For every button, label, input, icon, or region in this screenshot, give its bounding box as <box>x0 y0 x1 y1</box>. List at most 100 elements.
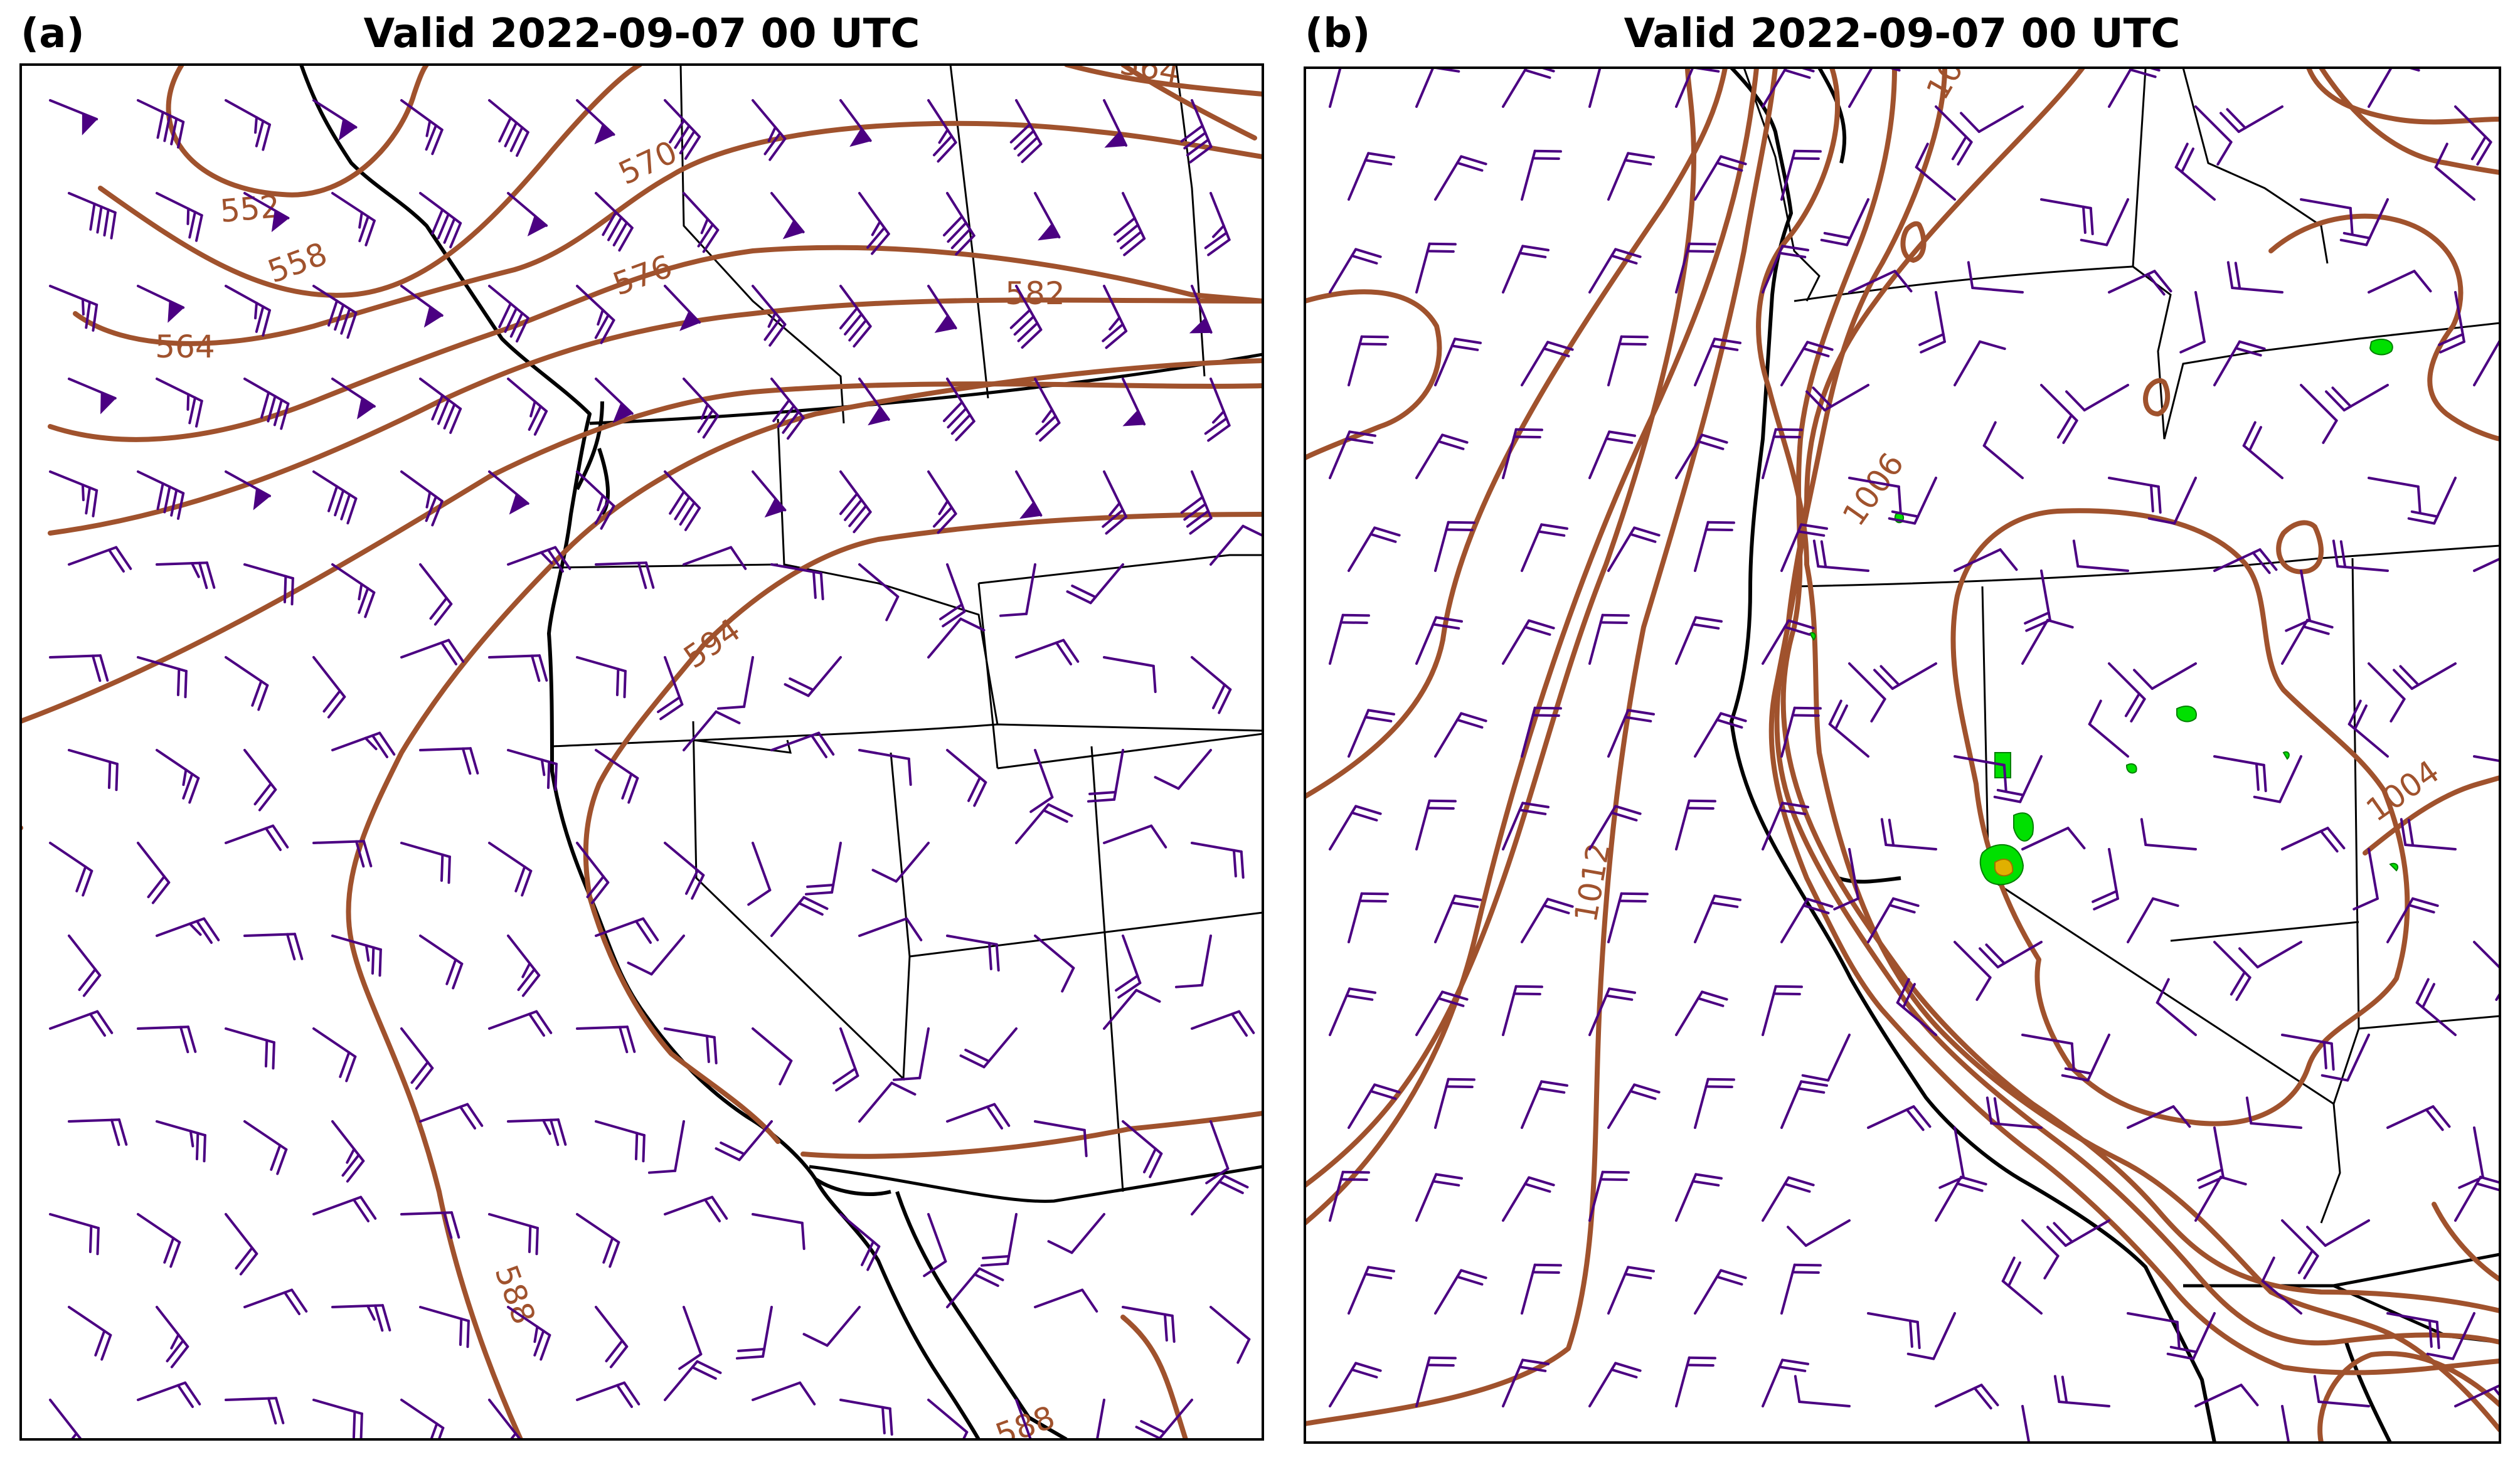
wind-barb <box>1762 68 1815 108</box>
wind-barb <box>137 1381 201 1408</box>
wind-barb <box>488 285 529 343</box>
wind-barb <box>576 1213 620 1268</box>
wind-barb <box>1102 470 1128 535</box>
wind-barb <box>716 656 754 710</box>
wind-barb <box>1434 894 1482 943</box>
wind-barb <box>2040 384 2078 444</box>
wind-barb <box>1191 842 1245 879</box>
wind-barb <box>156 561 216 590</box>
wind-barb <box>400 470 444 527</box>
wind-barb <box>400 99 444 156</box>
wind-barb <box>419 192 462 248</box>
wind-barb <box>2438 291 2465 354</box>
wind-barb <box>664 99 701 160</box>
wind-barb <box>2261 1256 2302 1315</box>
wind-barb <box>419 935 464 990</box>
wind-barb <box>2321 1034 2370 1082</box>
wind-barb <box>1880 818 1937 850</box>
wind-barb <box>1502 985 1543 1036</box>
wind-barb <box>752 1381 816 1406</box>
wind-barb <box>1502 1358 1550 1407</box>
wind-barb <box>68 546 132 573</box>
contour-label-10-top: 10 <box>1919 53 1970 105</box>
wind-barb <box>2088 699 2129 758</box>
wind-barb <box>1675 1173 1723 1222</box>
wind-barb <box>2108 662 2146 723</box>
wind-barb <box>1434 337 1482 386</box>
wind-barb <box>1607 1266 1655 1315</box>
wind-barb <box>1588 1362 1642 1407</box>
contour-label-564-top: 564 <box>1117 45 1183 91</box>
wind-barb <box>1329 68 1344 108</box>
wind-barb <box>1113 192 1146 257</box>
wind-barb <box>2194 105 2233 166</box>
wind-barb <box>400 638 465 665</box>
wind-barb <box>927 285 957 333</box>
wind-barb <box>49 654 109 682</box>
wind-barb <box>683 192 720 253</box>
wind-barb <box>1780 149 1822 201</box>
wind-barb <box>1348 526 1401 572</box>
wind-barb <box>576 656 627 699</box>
wind-barb <box>225 470 271 511</box>
wind-barb <box>2040 198 2094 236</box>
wind-barb <box>419 1306 470 1348</box>
wind-barb <box>1502 619 1555 665</box>
wind-barb <box>1434 1269 1487 1315</box>
wind-barb <box>312 1399 363 1439</box>
wind-barb <box>1794 1375 1851 1407</box>
wind-barb <box>400 1027 434 1090</box>
wind-barb <box>2213 548 2278 575</box>
wind-barb <box>678 1306 703 1370</box>
wind-barb <box>2108 477 2162 514</box>
wind-barb <box>2473 340 2500 386</box>
wind-barb <box>1906 1312 1956 1360</box>
wind-barb <box>1888 477 1937 525</box>
wind-barb <box>770 192 805 240</box>
wind-barb <box>2001 1256 2043 1315</box>
wind-barb <box>627 935 685 976</box>
wind-barb <box>664 1195 728 1222</box>
wind-barb <box>419 747 479 775</box>
wind-barb <box>507 378 548 436</box>
wind-barb <box>2226 261 2283 294</box>
wind-barb <box>1848 270 1913 294</box>
contour-label-564: 564 <box>155 329 215 365</box>
wind-barb <box>892 1027 930 1081</box>
wind-barb <box>331 378 376 420</box>
wind-barb <box>946 749 987 807</box>
wind-barb <box>595 1120 646 1163</box>
wind-barb <box>1521 149 1562 201</box>
wind-barb <box>1848 477 1902 514</box>
wind-barb <box>1935 1175 1987 1222</box>
wind-barb <box>752 285 787 347</box>
wind-barb <box>1675 1356 1716 1407</box>
wind-barb <box>1115 935 1142 999</box>
wind-barb <box>1993 755 2043 803</box>
wind-barb <box>2220 105 2283 133</box>
wind-barb <box>1029 749 1054 813</box>
wind-barb <box>858 378 890 426</box>
wind-barb <box>2313 1375 2370 1407</box>
panel-b-wind-barbs <box>1329 68 2500 1443</box>
wind-barb <box>1348 892 1389 943</box>
wind-barb <box>68 1118 128 1147</box>
wind-barb <box>1009 285 1043 349</box>
wind-barb <box>2325 384 2389 411</box>
wind-barb <box>400 1211 460 1239</box>
wind-barb <box>225 1027 275 1070</box>
wind-barb <box>1103 824 1167 849</box>
wind-barb <box>576 1381 641 1408</box>
wind-barb <box>2053 1375 2110 1407</box>
wind-barb <box>1918 291 1946 354</box>
wind-barb <box>137 470 185 520</box>
wind-barb <box>1787 1219 1851 1247</box>
wind-barb <box>1820 198 1869 246</box>
wind-barb <box>1034 1120 1088 1158</box>
wind-barb <box>576 99 615 145</box>
wind-barb <box>595 749 639 804</box>
wind-barb <box>1209 524 1263 566</box>
wind-barb <box>1103 988 1161 1030</box>
wind-barb <box>507 1306 551 1361</box>
wind-barb <box>927 99 957 163</box>
